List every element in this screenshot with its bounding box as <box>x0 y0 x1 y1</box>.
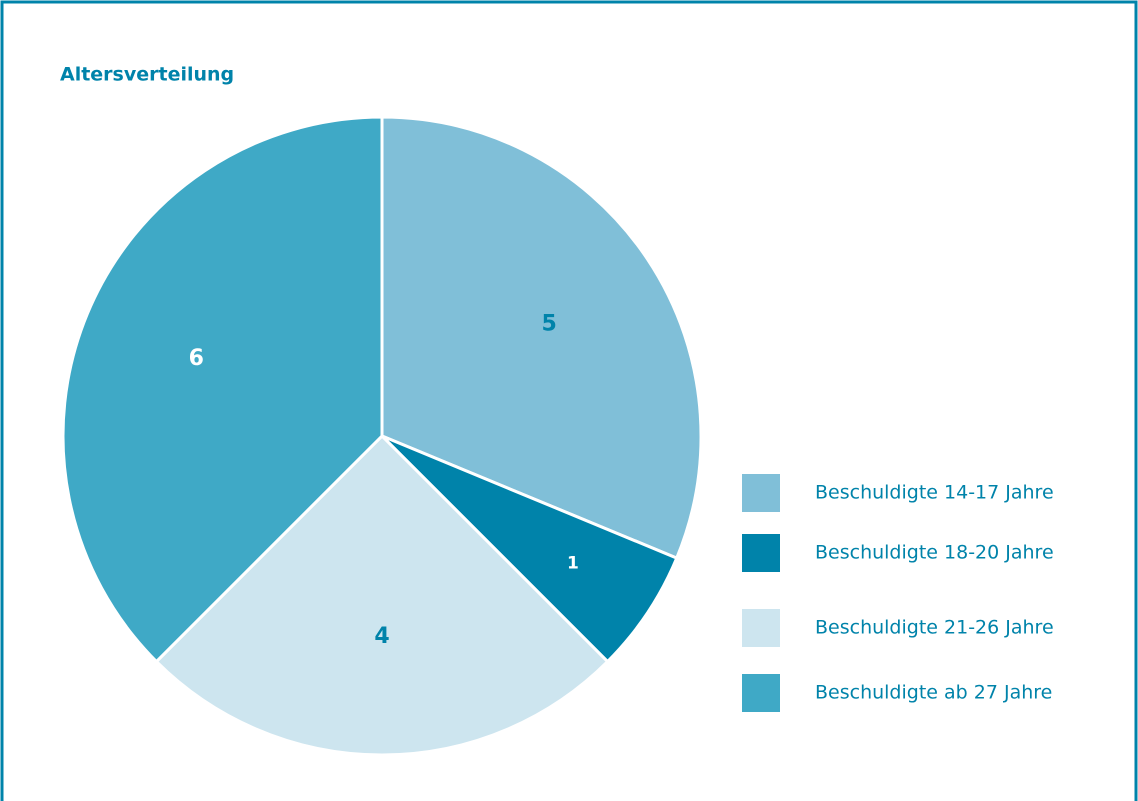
legend-swatch <box>742 534 780 572</box>
data-label: 6 <box>189 346 204 371</box>
legend-swatch <box>742 674 780 712</box>
data-label: 5 <box>541 311 556 336</box>
legend-label: Beschuldigte 18-20 Jahre <box>815 542 1054 564</box>
pie-slice <box>61 115 384 664</box>
legend-label: Beschuldigte 21-26 Jahre <box>815 617 1054 639</box>
legend-swatch <box>742 609 780 647</box>
legend-label: Beschuldigte ab 27 Jahre <box>815 682 1052 704</box>
pie-slice <box>380 434 679 664</box>
pie-slice <box>380 115 703 561</box>
legend-swatch <box>742 474 780 512</box>
chart-title: Altersverteilung <box>60 64 234 86</box>
data-label: 4 <box>374 624 389 649</box>
legend-label: Beschuldigte 14-17 Jahre <box>815 482 1054 504</box>
pie-slice <box>154 433 610 757</box>
data-label: 1 <box>567 554 579 574</box>
